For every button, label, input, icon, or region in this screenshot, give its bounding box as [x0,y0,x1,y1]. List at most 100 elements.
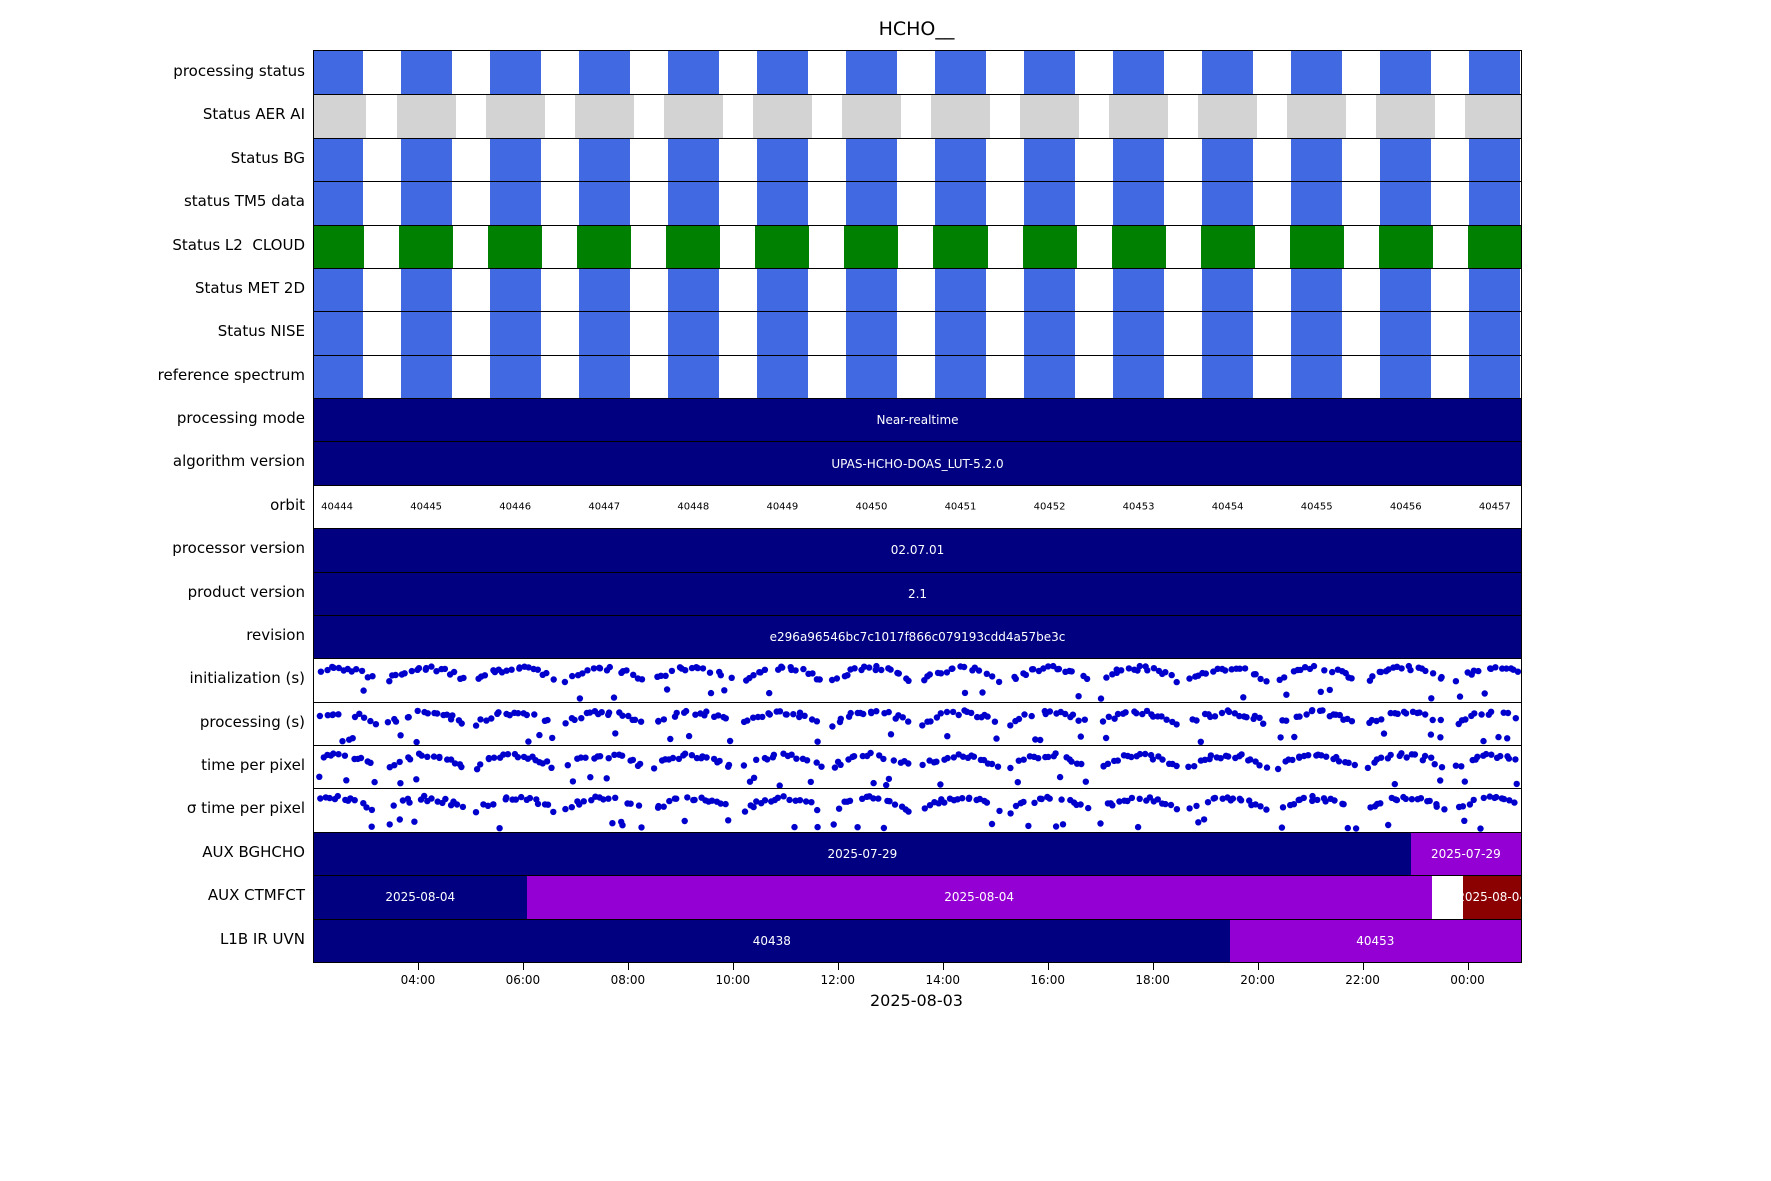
scatter-dot [800,666,807,673]
scatter-dot [802,798,810,806]
scatter-dot [1020,756,1027,763]
axis-tick-label: 18:00 [1135,973,1170,987]
scatter-dot [694,665,701,672]
scatter-dot [1035,755,1042,762]
status-block [756,51,808,95]
status-block [578,51,630,95]
scatter-dot [1369,673,1376,680]
scatter-dot [638,824,645,832]
status-block [1024,182,1075,225]
scatter-dot [937,781,944,788]
scatter-dot [1114,710,1122,717]
scatter-dot [883,781,890,789]
scatter-dot [1403,754,1410,761]
scatter-dot [1352,825,1360,832]
axis-tick [627,963,629,970]
scatter-dot [360,714,368,721]
scatter-dot [791,824,798,831]
scatter-dot [1015,715,1023,722]
scatter-dot [525,738,532,745]
scatter-dot [808,799,815,806]
scatter-dot [477,761,484,768]
scatter-dot [921,805,928,813]
scatter-dot [660,715,668,723]
scatter-dot [430,753,438,760]
row-segments: 02.07.01 [314,528,1521,572]
scatter-dot [508,666,515,674]
scatter-dot [1077,733,1084,740]
axis-tick [1467,963,1469,970]
scatter-dot [598,708,605,716]
scatter-dot [681,750,689,757]
scatter-dot [534,666,541,674]
scatter-dot [750,774,758,782]
scatter-dot [424,709,431,717]
scatter-dot [809,670,816,677]
scatter-dot [1402,796,1410,803]
scatter-dot [335,710,342,718]
scatter-dot [335,751,342,758]
scatter-dot [1193,717,1200,724]
status-block [1020,95,1079,138]
status-block [485,95,545,138]
scatter-dot [428,795,435,803]
row-label: processing (s) [199,712,305,731]
status-block [489,51,541,95]
row-scatter [314,658,1521,702]
scatter-dot [891,801,899,809]
scatter-dot [1278,824,1286,832]
scatter-dot [612,729,619,737]
scatter-dot [590,665,598,672]
scatter-dot [1082,778,1089,785]
value-bar-text: e296a96546bc7c1017f866c079193cdd4a57be3c [769,630,1066,645]
scatter-dot [458,763,465,771]
scatter-dot [582,754,589,761]
status-block [489,138,541,182]
scatter-dot [1309,793,1316,800]
status-block [1380,182,1432,225]
scatter-dot [1114,757,1121,764]
row-label: Status BG [230,148,305,167]
scatter-dot [536,731,543,739]
scatter-dot [663,686,671,694]
scatter-dot [1052,823,1060,831]
row-label: algorithm version [172,452,305,471]
scatter-dot [443,711,451,718]
scatter-dot [1462,716,1469,723]
scatter-dot [1012,675,1019,683]
scatter-dot [1391,780,1399,788]
status-block [1024,51,1075,95]
scatter-dot [372,720,380,728]
scatter-dot [569,778,577,785]
scatter-dot [1323,753,1330,760]
scatter-dot [1492,664,1499,671]
value-bar-segment [1431,876,1464,919]
scatter-dot [655,718,662,725]
scatter-dot [1105,713,1112,720]
value-bar-text: 2025-07-29 [827,847,898,862]
scatter-dot [1513,780,1520,788]
scatter-dot [814,807,821,814]
status-block [1467,225,1521,268]
scatter-dot [1452,678,1460,685]
scatter-dot [703,754,710,761]
scatter-dot [667,735,674,742]
scatter-dot [860,710,867,717]
scatter-dot [1459,803,1467,810]
status-block [396,95,456,138]
status-block [1469,355,1521,399]
scatter-dot [1144,667,1151,674]
status-block [845,312,897,355]
scatter-dot [1173,762,1180,770]
scatter-dot [1173,720,1180,728]
scatter-dot [878,667,885,674]
orbit-number: 40450 [855,501,888,513]
scatter-dot [753,798,760,806]
scatter-dot [356,710,363,717]
scatter-dot [335,665,342,672]
scatter-dot [995,679,1003,686]
scatter-dot [1031,800,1038,807]
scatter-dot [899,713,906,721]
scatter-dot [503,667,510,675]
scatter-dot [717,800,724,808]
